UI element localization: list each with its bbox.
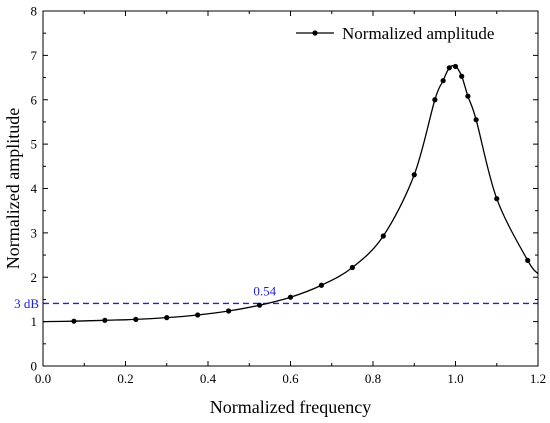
- data-point: [432, 97, 438, 103]
- x-tick-label: 0.6: [282, 371, 299, 386]
- y-tick-label: 3: [31, 225, 38, 240]
- series-line: [42, 64, 539, 323]
- legend-marker: [312, 30, 318, 36]
- x-tick-label: 0.2: [117, 371, 133, 386]
- data-point: [226, 308, 232, 314]
- data-point: [452, 63, 459, 70]
- y-tick-label: 8: [31, 4, 38, 19]
- y-tick-label: 5: [31, 137, 38, 152]
- data-point: [195, 312, 201, 318]
- x-tick-label: 1.0: [447, 371, 463, 386]
- data-point: [133, 316, 139, 323]
- reference-line-label: 3 dB: [14, 296, 39, 311]
- crossing-annotation: 0.54: [253, 283, 276, 298]
- y-tick-label: 6: [31, 92, 38, 107]
- ticks-layer: 0.0 0.2 0.4 0.6 0.8 1.0 1.2 0 1 2 3 4 5 6 7 8: [31, 4, 547, 387]
- y-tick-label: 2: [31, 270, 38, 285]
- data-point: [164, 315, 170, 321]
- data-point: [440, 78, 446, 84]
- x-tick-label: 0.0: [35, 371, 51, 386]
- data-point: [349, 264, 355, 271]
- data-point: [465, 93, 471, 99]
- legend-label: Normalized amplitude: [342, 24, 494, 43]
- legend: Normalized amplitude: [296, 24, 494, 43]
- data-point: [102, 317, 108, 323]
- data-point: [446, 65, 452, 71]
- data-point: [525, 257, 531, 263]
- data-point: [380, 233, 386, 239]
- curve-layer: [42, 64, 539, 323]
- data-point: [256, 302, 263, 308]
- y-axis-title: Normalized amplitude: [3, 108, 23, 269]
- y-tick-label: 1: [31, 314, 38, 329]
- x-tick-label: 0.8: [365, 371, 381, 386]
- x-tick-label: 0.4: [200, 371, 217, 386]
- y-tick-label: 4: [31, 181, 38, 196]
- plot-frame: [42, 10, 539, 367]
- points-layer: [71, 63, 531, 324]
- data-point: [287, 294, 294, 300]
- y-tick-label: 0: [31, 359, 38, 374]
- y-tick-label: 7: [31, 48, 38, 63]
- data-point: [494, 196, 500, 202]
- data-point: [411, 172, 417, 178]
- data-point: [459, 73, 465, 79]
- x-axis-title: Normalized frequency: [210, 397, 371, 417]
- data-point: [71, 318, 77, 324]
- data-point: [318, 282, 325, 288]
- data-point: [473, 117, 479, 123]
- x-tick-label: 1.2: [530, 371, 546, 386]
